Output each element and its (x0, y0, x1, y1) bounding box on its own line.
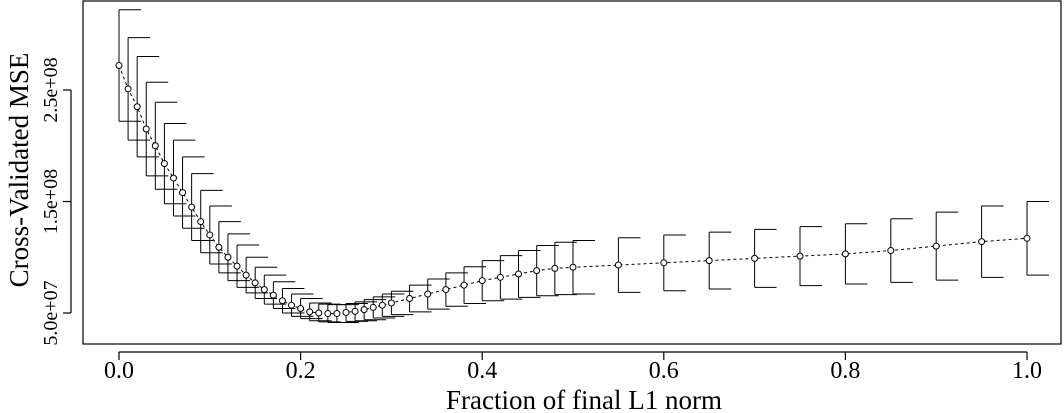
x-tick-label: 0.4 (467, 358, 497, 384)
data-point (115, 61, 123, 69)
data-point (569, 263, 577, 271)
data-point (142, 125, 150, 133)
data-point (306, 308, 314, 316)
data-point (660, 259, 668, 267)
data-point (224, 253, 232, 261)
data-point (387, 299, 395, 307)
x-tick-label: 0.2 (286, 358, 316, 384)
x-axis: 0.0 0.2 0.4 0.6 0.8 1.0 (104, 351, 1042, 384)
data-point (197, 218, 205, 226)
y-tick-label: 1.5e+08 (40, 169, 62, 234)
data-point (169, 174, 177, 182)
data-point (179, 189, 187, 197)
data-point (442, 286, 450, 294)
data-point (796, 252, 804, 260)
x-tick-label: 1.0 (1012, 358, 1042, 384)
data-point (288, 301, 296, 309)
data-point (297, 305, 305, 313)
data-point (533, 267, 541, 275)
data-point (206, 231, 214, 239)
data-point (160, 160, 168, 168)
data-point (614, 261, 622, 269)
y-axis-label: Cross-Validated MSE (4, 53, 34, 288)
data-point (188, 203, 196, 211)
data-point (369, 303, 377, 311)
data-point (378, 301, 386, 309)
data-point (251, 279, 259, 287)
y-tick-label: 2.5e+08 (40, 57, 62, 122)
y-axis: 5.0e+07 1.5e+08 2.5e+08 (40, 57, 72, 346)
data-point (406, 295, 414, 303)
data-points (115, 61, 1031, 318)
error-bars (118, 9, 1049, 323)
data-point (278, 297, 286, 305)
data-point (315, 309, 323, 317)
data-point (342, 308, 350, 316)
data-point (333, 310, 341, 318)
data-point (478, 277, 486, 285)
x-tick-label: 0.0 (104, 358, 134, 384)
data-point (551, 264, 559, 272)
plot-frame (82, 0, 1062, 345)
data-point (233, 262, 241, 270)
data-point (932, 242, 940, 250)
data-point (133, 103, 141, 111)
data-point (215, 243, 223, 251)
data-point (360, 306, 368, 314)
data-point (269, 291, 277, 299)
data-point (151, 142, 159, 150)
data-point (424, 290, 432, 298)
data-point (460, 281, 468, 289)
data-point (515, 270, 523, 278)
data-point (124, 85, 132, 93)
data-point (751, 254, 759, 262)
data-point (496, 273, 504, 281)
data-point (324, 310, 332, 318)
data-point (1023, 234, 1031, 242)
x-axis-label: Fraction of final L1 norm (446, 385, 722, 413)
data-point (705, 257, 713, 265)
data-point (887, 247, 895, 255)
x-tick-label: 0.8 (830, 358, 860, 384)
data-point (841, 250, 849, 258)
data-point (978, 238, 986, 246)
data-point (242, 271, 250, 279)
data-point (260, 286, 268, 294)
data-point (351, 307, 359, 315)
x-tick-label: 0.6 (649, 358, 679, 384)
y-tick-label: 5.0e+07 (40, 280, 62, 345)
